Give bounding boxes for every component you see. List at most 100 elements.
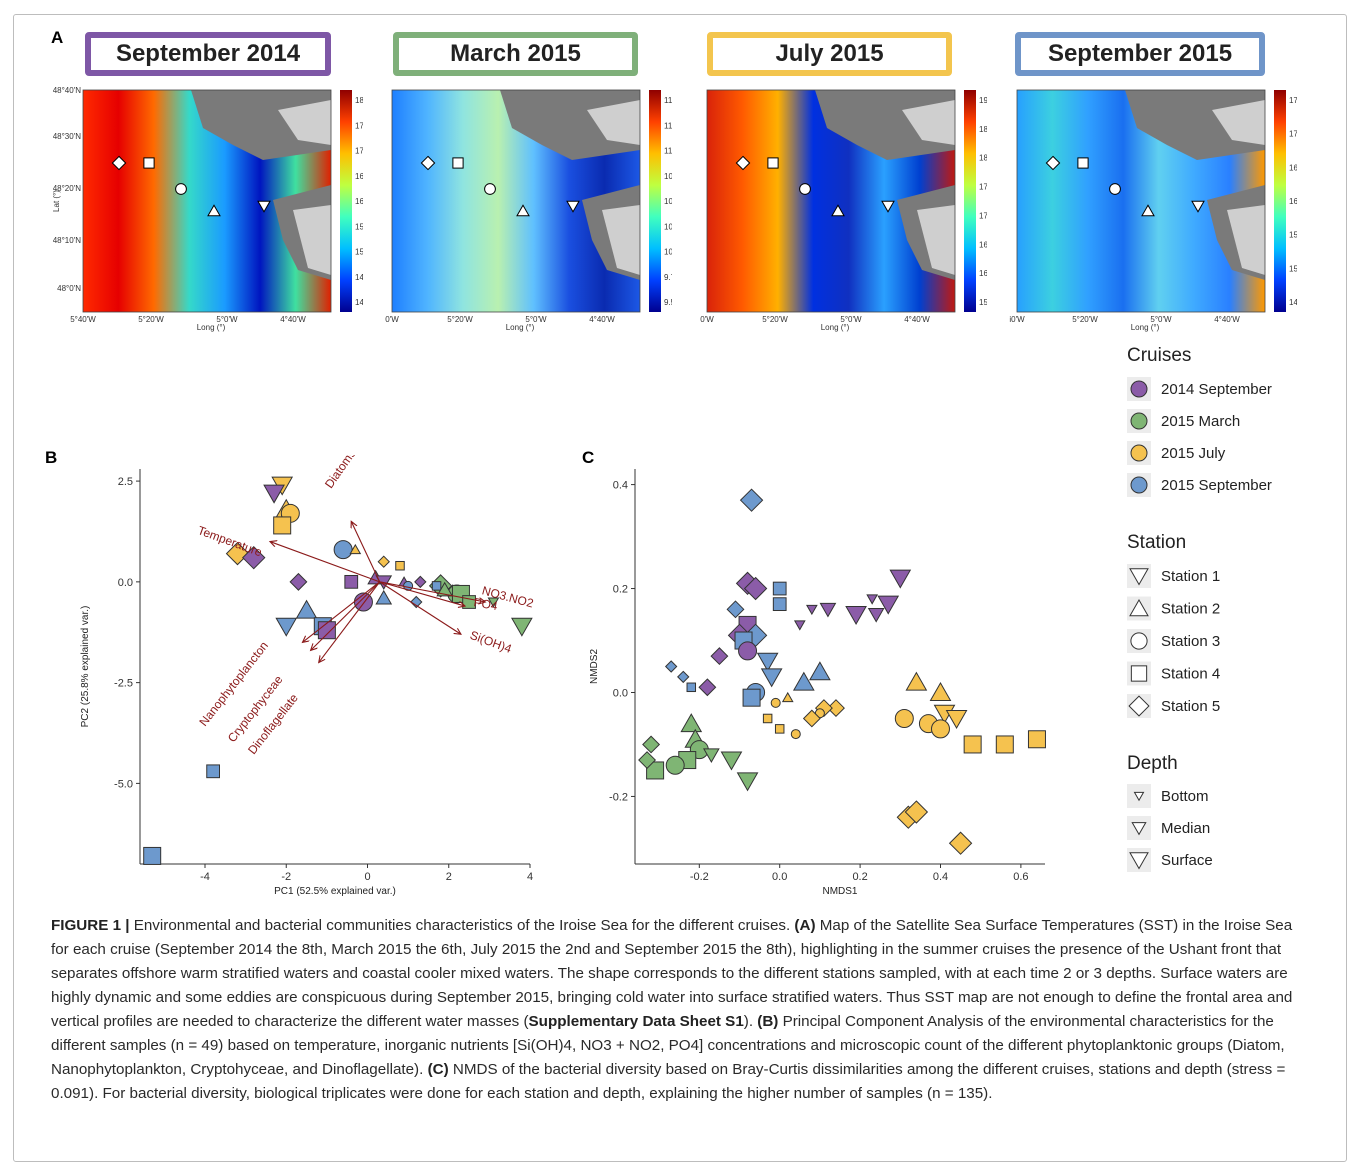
colorbar-tick: 11.00 xyxy=(664,147,672,156)
legend-depth-label: Bottom xyxy=(1161,788,1209,805)
data-point xyxy=(793,620,806,631)
map-y-label: Lat (°) xyxy=(53,190,61,212)
x-axis-label: NMDS1 xyxy=(822,886,857,897)
legend-depth-shape xyxy=(1131,822,1147,836)
data-point xyxy=(377,555,390,568)
colorbar-tick: 9.50 xyxy=(664,298,672,307)
map-y-tick: 48°0'N xyxy=(57,284,81,293)
data-point xyxy=(790,729,801,740)
points xyxy=(143,476,533,865)
colorbar-tick: 16.5 xyxy=(1289,163,1297,172)
map-title-1: September 2014 xyxy=(85,32,331,76)
colorbar-tick: 10.50 xyxy=(664,197,672,206)
legend-cruise-label: 2014 September xyxy=(1161,381,1272,398)
map-x-tick: 5°0'W xyxy=(840,315,862,324)
loading-arrow xyxy=(379,581,465,606)
loading-label: Si(OH)4 xyxy=(468,628,514,656)
data-point xyxy=(410,595,423,609)
legend-station-label: Station 1 xyxy=(1161,568,1220,585)
data-point xyxy=(772,581,787,596)
map-station-marker xyxy=(484,183,496,195)
data-point xyxy=(867,608,885,623)
map-x-label: Long (°) xyxy=(506,323,535,332)
colorbar-tick: 15.5 xyxy=(1289,231,1297,240)
data-point xyxy=(206,764,220,779)
colorbar-tick: 16.0 xyxy=(979,269,987,278)
map-y-tick: 48°20'N xyxy=(53,184,81,193)
map-x-tick: 4°40'W xyxy=(589,315,615,324)
data-point xyxy=(770,697,781,708)
data-point xyxy=(242,545,266,570)
data-point xyxy=(929,681,952,701)
legend-cruise-dot xyxy=(1130,380,1148,398)
data-point xyxy=(739,488,764,512)
caption-supplementary-link[interactable]: Supplementary Data Sheet S1 xyxy=(528,1013,744,1030)
data-point xyxy=(289,572,308,591)
colorbar-tick: 17.5 xyxy=(979,183,987,192)
data-point xyxy=(143,846,162,865)
map-y-tick: 48°30'N xyxy=(53,132,81,141)
colorbar-tick: 18.5 xyxy=(979,125,987,134)
map-x-label: Long (°) xyxy=(1131,323,1160,332)
y-tick-label: 0.0 xyxy=(613,687,628,699)
legend-station-shape xyxy=(1129,598,1149,617)
loading-label: Nanophytoplancton xyxy=(196,639,271,729)
colorbar-tick: 19.0 xyxy=(979,96,987,105)
caption-b-label: (B) xyxy=(757,1013,779,1030)
colorbar-tick: 11.25 xyxy=(664,121,672,130)
map-station-marker xyxy=(175,183,187,195)
colorbar-tick: 14.0 xyxy=(355,298,363,307)
legend-station-title: Station xyxy=(1127,532,1187,553)
y-tick-label: 2.5 xyxy=(118,476,133,488)
x-tick-label: 4 xyxy=(527,871,533,883)
colorbar-tick: 15.5 xyxy=(355,222,363,231)
data-point xyxy=(772,597,787,612)
legend-depth-label: Median xyxy=(1161,820,1210,837)
data-point xyxy=(904,800,929,824)
x-tick-label: 2 xyxy=(446,871,452,883)
map-station-marker xyxy=(257,200,271,213)
map-x-tick: 5°20'W xyxy=(138,315,164,324)
data-point xyxy=(375,589,393,605)
map-x-tick: 5°40'W xyxy=(70,315,96,324)
loading-arrow xyxy=(379,581,461,634)
panel-b-letter: B xyxy=(45,448,58,467)
data-point xyxy=(720,751,743,771)
data-point xyxy=(686,682,697,693)
legend-station-label: Station 2 xyxy=(1161,601,1220,618)
legend-depth-title: Depth xyxy=(1127,753,1178,774)
data-point xyxy=(930,719,950,739)
loading-label: Diatoms xyxy=(322,455,359,491)
caption-a-label: (A) xyxy=(794,917,816,934)
data-point xyxy=(726,600,745,619)
data-point xyxy=(738,641,758,661)
map-x-tick: 4°40'W xyxy=(1214,315,1240,324)
colorbar-tick: 15.0 xyxy=(1289,264,1297,273)
colorbar-tick: 16.0 xyxy=(1289,197,1297,206)
colorbar-tick: 9.75 xyxy=(664,273,672,282)
colorbar-tick: 17.0 xyxy=(355,147,363,156)
map-station-marker xyxy=(881,200,895,213)
caption-text-3: ). xyxy=(743,1013,758,1030)
colorbar-tick: 14.5 xyxy=(1289,298,1297,307)
data-point xyxy=(664,660,678,673)
land-mass xyxy=(815,90,955,280)
map-station-marker xyxy=(207,204,221,217)
legend-cruise-dot xyxy=(1130,476,1148,494)
map-station-marker xyxy=(111,155,127,171)
data-point xyxy=(333,540,353,560)
legend-station-shape xyxy=(1130,632,1148,650)
data-point xyxy=(827,699,845,718)
legend-station-label: Station 5 xyxy=(1161,698,1220,715)
legend-depth-shape xyxy=(1133,791,1145,802)
data-point xyxy=(1027,730,1046,749)
colorbar-tick: 15.5 xyxy=(979,298,987,307)
data-point xyxy=(948,831,973,855)
x-tick-label: 0 xyxy=(364,871,370,883)
caption-text-2: Map of the Satellite Sea Surface Tempera… xyxy=(51,917,1293,1030)
data-point xyxy=(349,543,362,555)
data-point xyxy=(344,574,359,589)
data-point xyxy=(273,516,292,535)
loading-arrow xyxy=(379,581,486,602)
figure-caption: FIGURE 1 | Environmental and bacterial c… xyxy=(51,914,1313,1106)
